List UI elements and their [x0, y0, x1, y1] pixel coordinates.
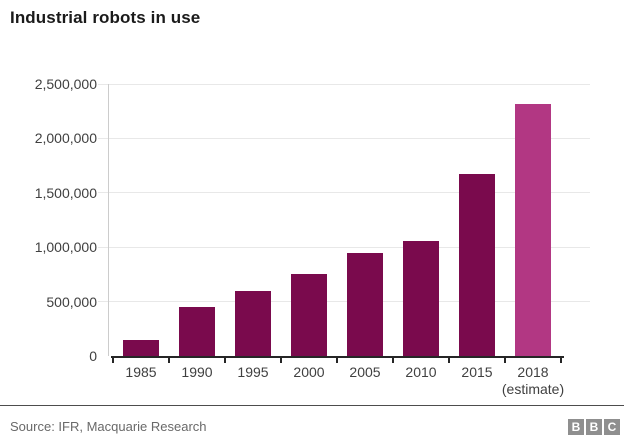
x-axis-tick [392, 358, 394, 363]
x-axis-label: 2015 [461, 364, 493, 380]
y-axis-tick-label: 1,500,000 [34, 184, 97, 201]
y-axis-line [108, 84, 109, 356]
bar-2000 [291, 274, 327, 356]
y-axis-tick-label: 2,500,000 [34, 76, 97, 92]
bar-2018 [515, 103, 551, 356]
gridline [98, 83, 590, 85]
gridline [98, 137, 590, 139]
x-axis-label: 1990 [181, 364, 213, 380]
x-axis-label: 2010 [405, 364, 437, 380]
x-axis-tick [168, 358, 170, 363]
bar-1985 [123, 339, 159, 356]
x-axis-tick [112, 358, 114, 363]
bbc-logo-block: B [586, 419, 602, 435]
source-note: Source: IFR, Macquarie Research [10, 419, 207, 434]
x-axis-label: 2018 (estimate) [488, 364, 578, 398]
gridline [98, 246, 590, 248]
x-axis-label: 2005 [349, 364, 381, 380]
x-axis-tick [560, 358, 562, 363]
x-axis-tick [448, 358, 450, 363]
bar-1990 [179, 307, 215, 356]
y-axis-tick-label: 500,000 [46, 293, 97, 310]
x-axis-line [111, 356, 564, 358]
x-axis-label: 1995 [237, 364, 269, 380]
gridline [98, 192, 590, 194]
bbc-logo-block: C [604, 419, 620, 435]
gridline [98, 301, 590, 303]
y-axis-tick-label: 2,000,000 [34, 130, 97, 147]
bar-2005 [347, 252, 383, 356]
bbc-logo-block: B [568, 419, 584, 435]
x-axis-sublabel: (estimate) [501, 381, 565, 397]
x-axis-label: 1985 [125, 364, 157, 380]
x-axis-tick [280, 358, 282, 363]
x-axis-label: 2000 [293, 364, 325, 380]
y-axis-tick-label: 0 [89, 348, 97, 364]
x-axis-tick [504, 358, 506, 363]
x-axis-tick [224, 358, 226, 363]
x-axis-tick [336, 358, 338, 363]
chart-title: Industrial robots in use [10, 8, 201, 27]
y-axis-tick-label: 1,000,000 [34, 239, 97, 256]
bar-2015 [459, 174, 495, 356]
bar-1995 [235, 290, 271, 356]
footer-divider [0, 405, 624, 406]
bar-2010 [403, 240, 439, 356]
